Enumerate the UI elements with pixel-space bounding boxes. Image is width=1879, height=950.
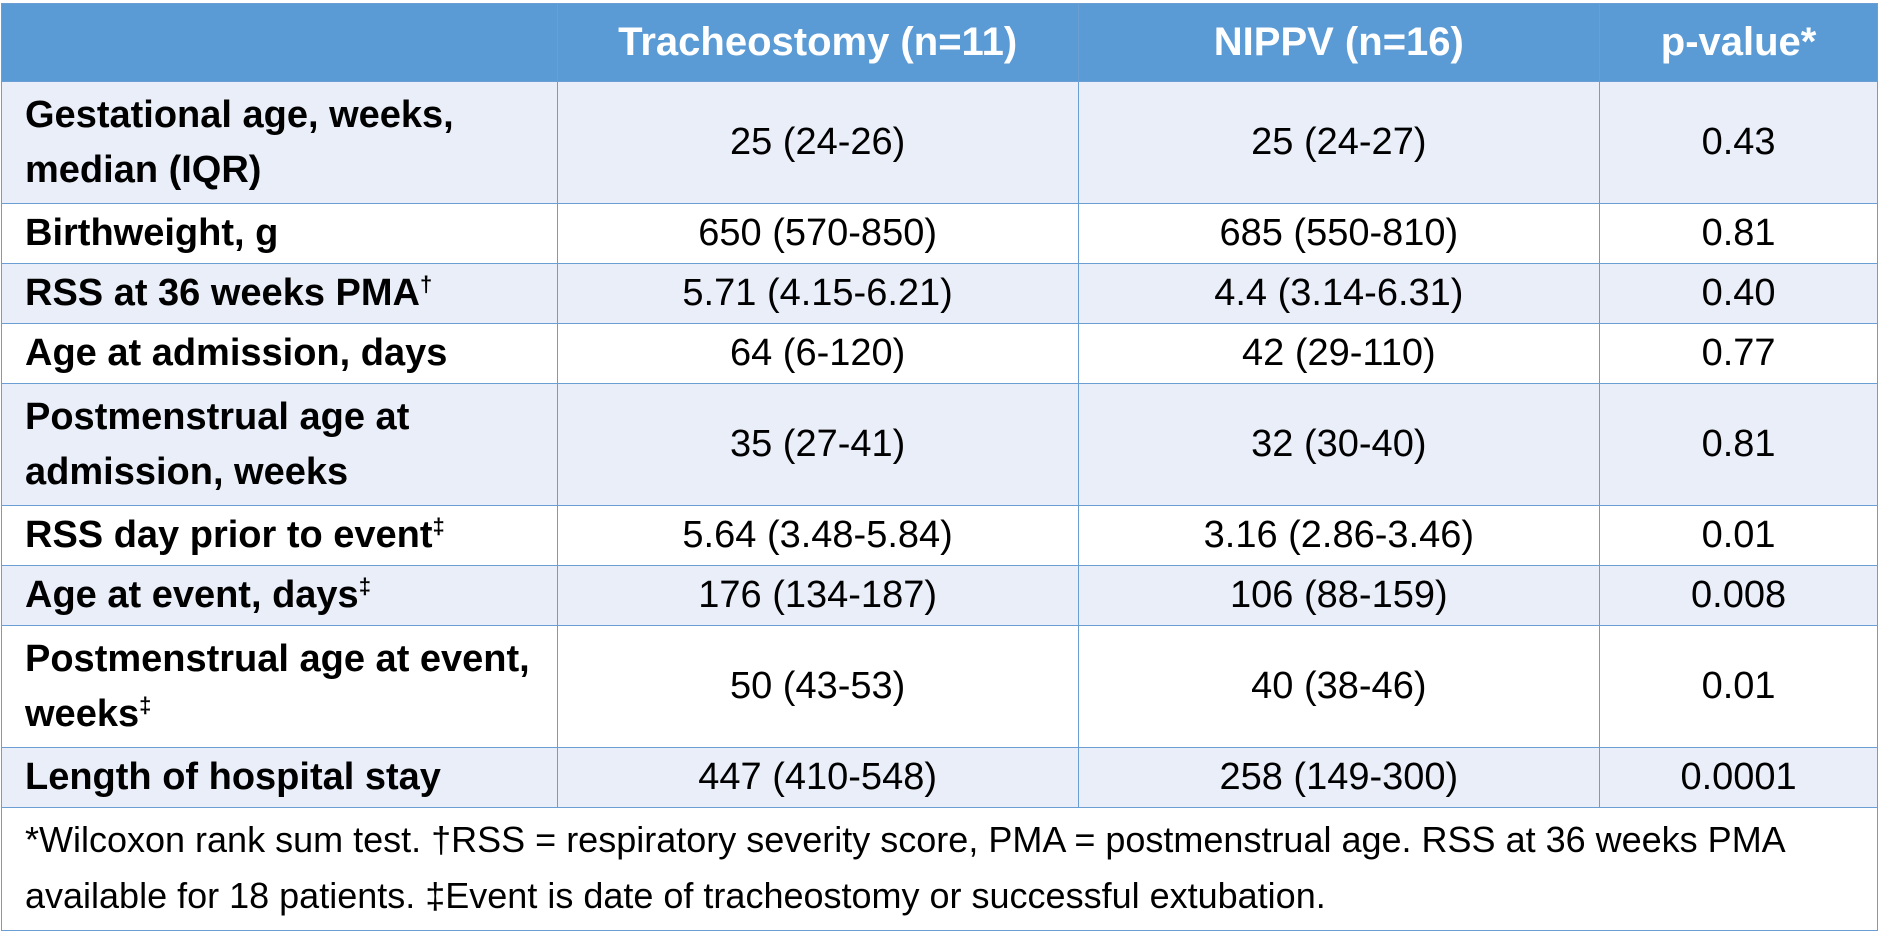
row-label: RSS day prior to event‡	[1, 505, 558, 566]
cell-tracheostomy: 35 (27-41)	[556, 383, 1079, 506]
row-label: Age at admission, days	[1, 323, 558, 384]
table-row: Postmenstrual age at admission, weeks 35…	[1, 383, 1878, 506]
table-row: Age at admission, days 64 (6-120) 42 (29…	[1, 323, 1878, 384]
row-label: Age at event, days‡	[1, 565, 558, 626]
cell-p-value: 0.01	[1599, 625, 1878, 748]
cell-nippv: 106 (88-159)	[1077, 565, 1601, 626]
cell-tracheostomy: 650 (570-850)	[556, 203, 1079, 264]
cell-tracheostomy: 50 (43-53)	[556, 625, 1079, 748]
cell-nippv: 258 (149-300)	[1077, 747, 1601, 808]
row-label: Gestational age, weeks, median (IQR)	[1, 81, 558, 204]
cell-tracheostomy: 5.71 (4.15-6.21)	[556, 263, 1079, 324]
table-row: RSS day prior to event‡ 5.64 (3.48-5.84)…	[1, 505, 1878, 566]
cell-p-value: 0.81	[1599, 203, 1878, 264]
cell-p-value: 0.77	[1599, 323, 1878, 384]
cell-tracheostomy: 64 (6-120)	[556, 323, 1079, 384]
header-p-value: p-value*	[1599, 3, 1878, 82]
table-row: Gestational age, weeks, median (IQR) 25 …	[1, 81, 1878, 204]
cell-p-value: 0.81	[1599, 383, 1878, 506]
header-tracheostomy: Tracheostomy (n=11)	[556, 3, 1079, 82]
header-label-column	[1, 3, 558, 82]
row-label: Postmenstrual age at event, weeks‡	[1, 625, 558, 748]
cell-p-value: 0.0001	[1599, 747, 1878, 808]
table-row: Length of hospital stay 447 (410-548) 25…	[1, 747, 1878, 808]
cell-tracheostomy: 25 (24-26)	[556, 81, 1079, 204]
footnote-row: *Wilcoxon rank sum test. †RSS = respirat…	[1, 807, 1878, 931]
comparison-table: Tracheostomy (n=11) NIPPV (n=16) p-value…	[1, 3, 1878, 931]
table-row: Postmenstrual age at event, weeks‡ 50 (4…	[1, 625, 1878, 748]
table-row: Age at event, days‡ 176 (134-187) 106 (8…	[1, 565, 1878, 626]
cell-nippv: 4.4 (3.14-6.31)	[1077, 263, 1601, 324]
cell-nippv: 25 (24-27)	[1077, 81, 1601, 204]
row-label: RSS at 36 weeks PMA†	[1, 263, 558, 324]
cell-p-value: 0.008	[1599, 565, 1878, 626]
cell-nippv: 3.16 (2.86-3.46)	[1077, 505, 1601, 566]
cell-nippv: 42 (29-110)	[1077, 323, 1601, 384]
cell-tracheostomy: 176 (134-187)	[556, 565, 1079, 626]
table-header-row: Tracheostomy (n=11) NIPPV (n=16) p-value…	[1, 3, 1878, 82]
table-row: RSS at 36 weeks PMA† 5.71 (4.15-6.21) 4.…	[1, 263, 1878, 324]
cell-p-value: 0.01	[1599, 505, 1878, 566]
cell-nippv: 685 (550-810)	[1077, 203, 1601, 264]
table-row: Birthweight, g 650 (570-850) 685 (550-81…	[1, 203, 1878, 264]
cell-p-value: 0.43	[1599, 81, 1878, 204]
table-footnote: *Wilcoxon rank sum test. †RSS = respirat…	[1, 807, 1878, 931]
cell-tracheostomy: 5.64 (3.48-5.84)	[556, 505, 1079, 566]
row-label: Postmenstrual age at admission, weeks	[1, 383, 558, 506]
header-nippv: NIPPV (n=16)	[1077, 3, 1601, 82]
cell-p-value: 0.40	[1599, 263, 1878, 324]
cell-nippv: 40 (38-46)	[1077, 625, 1601, 748]
cell-nippv: 32 (30-40)	[1077, 383, 1601, 506]
row-label: Length of hospital stay	[1, 747, 558, 808]
row-label: Birthweight, g	[1, 203, 558, 264]
cell-tracheostomy: 447 (410-548)	[556, 747, 1079, 808]
